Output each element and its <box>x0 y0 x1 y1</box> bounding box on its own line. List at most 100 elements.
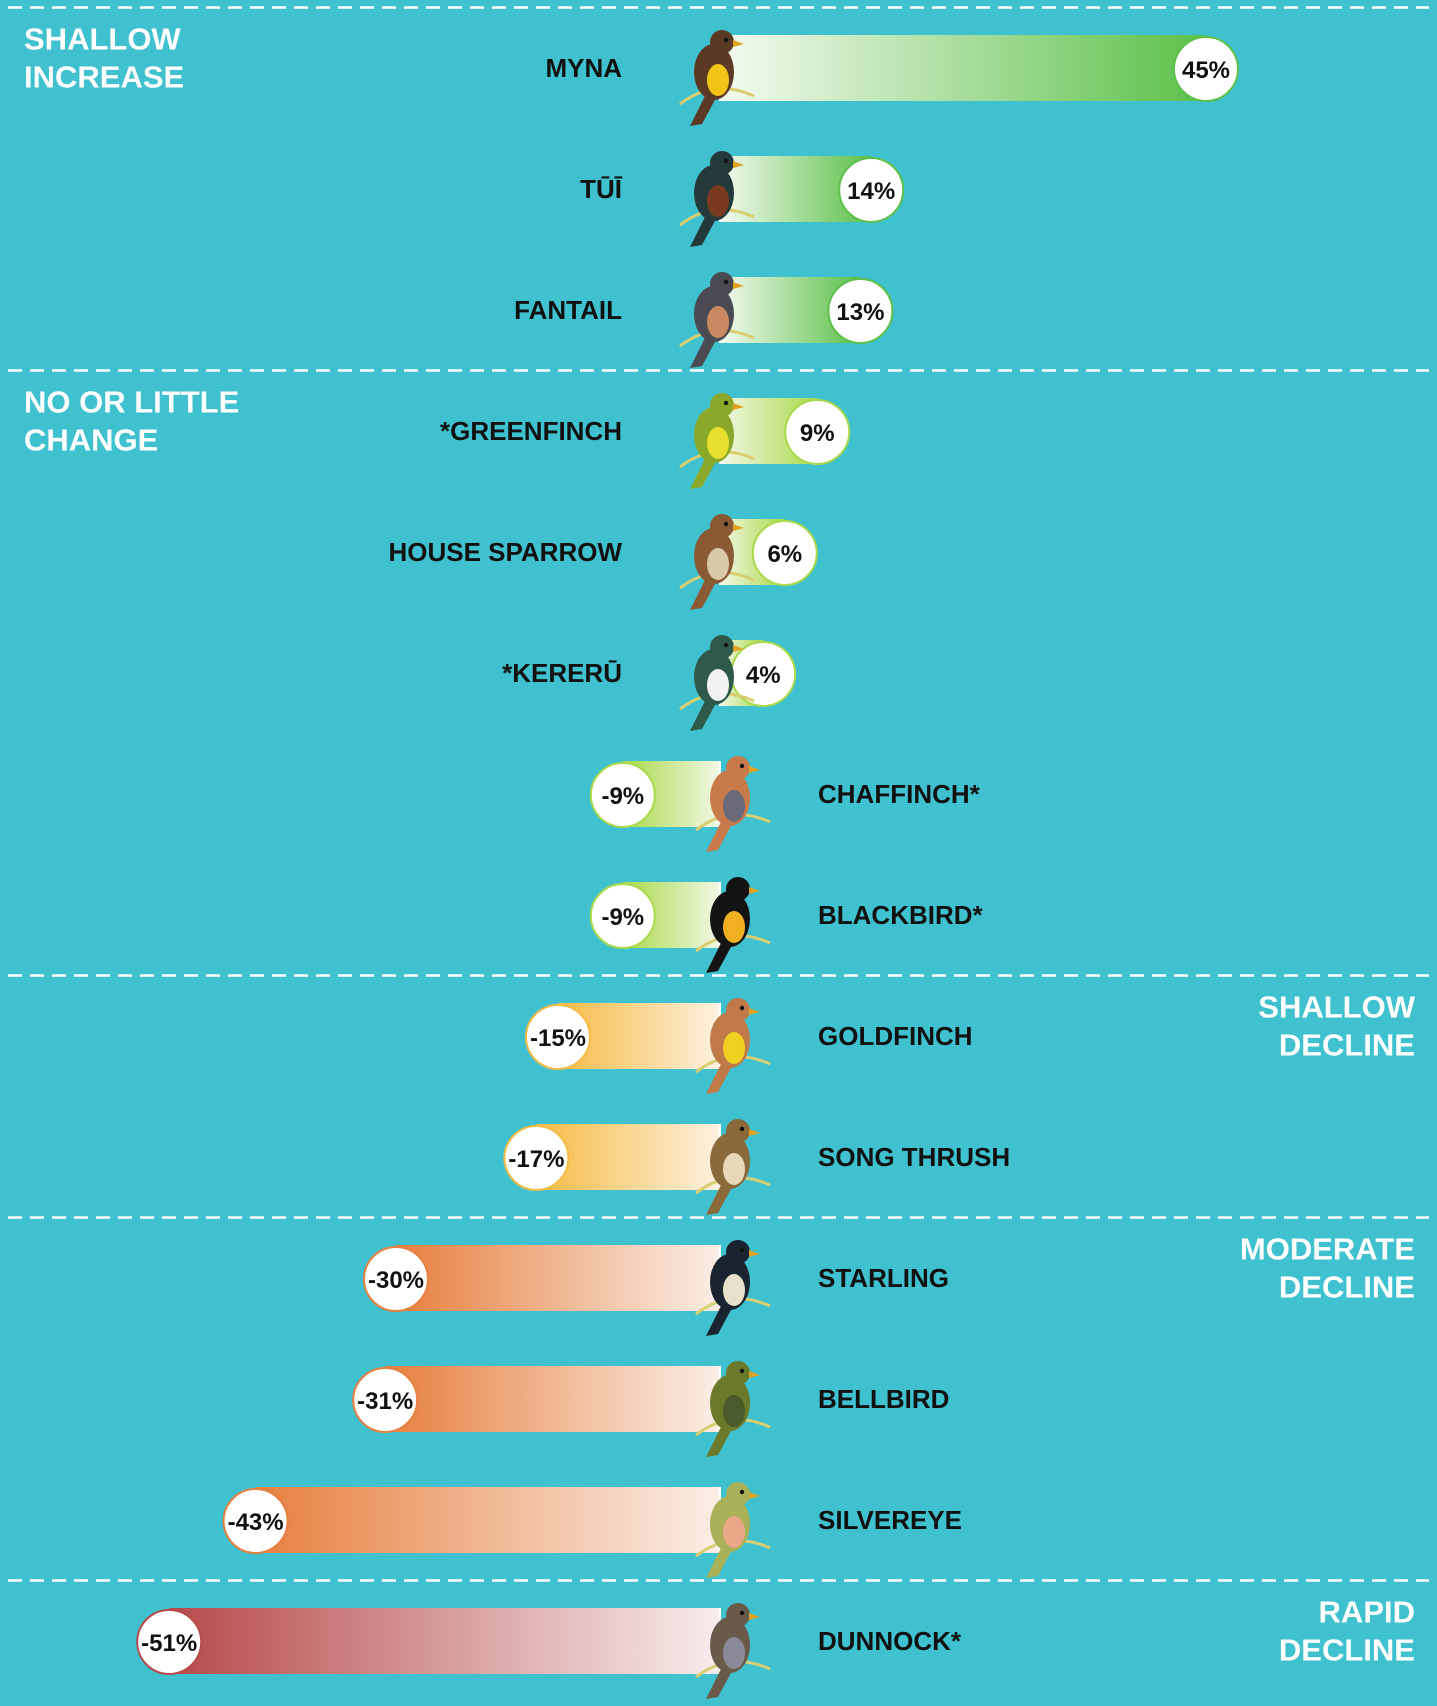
value-circle <box>827 278 894 344</box>
group-label-no-or-little-change: CHANGE <box>24 423 158 458</box>
bird-head-icon <box>710 393 734 417</box>
bird-eye-icon <box>739 884 745 890</box>
bird-icon-kerer <box>679 635 755 731</box>
value-circle <box>589 883 656 949</box>
value-circle <box>222 1488 289 1554</box>
bird-breast-icon <box>707 427 729 459</box>
group-label-moderate-decline: MODERATE <box>1240 1232 1415 1267</box>
bird-breast-icon <box>707 306 729 338</box>
bird-eye-icon <box>723 521 729 527</box>
value-label: 9% <box>800 420 835 447</box>
bird-head-icon <box>726 1240 750 1264</box>
value-label: 14% <box>847 178 895 205</box>
bird-name-label: MYNA <box>545 53 622 83</box>
bar-row-goldfinch: -15% GOLDFINCH <box>525 998 973 1094</box>
group-label-rapid-decline: DECLINE <box>1279 1633 1415 1668</box>
bird-beak-icon <box>733 161 744 168</box>
bird-head-icon <box>726 1119 750 1143</box>
bird-name-label: STARLING <box>818 1263 949 1293</box>
value-circle <box>525 1004 591 1070</box>
bird-tail-icon <box>706 1062 732 1094</box>
bird-name-label: SONG THRUSH <box>818 1142 1010 1172</box>
value-label: 45% <box>1182 57 1230 84</box>
value-label: -43% <box>228 1509 284 1536</box>
bird-beak-icon <box>749 1008 760 1015</box>
bird-breast-icon <box>707 64 729 96</box>
bar-row-t: 14% TŪĪ <box>580 151 905 247</box>
bird-eye-icon <box>723 400 729 406</box>
bar-row-house-sparrow: 6% HOUSE SPARROW <box>388 514 818 610</box>
bird-icon-chaffinch <box>695 756 771 852</box>
value-circle <box>352 1367 419 1433</box>
bird-icon-myna <box>679 30 755 126</box>
bird-beak-icon <box>733 282 744 289</box>
group-label-rapid-decline: RAPID <box>1319 1595 1415 1630</box>
bar-row-greenfinch: 9% *GREENFINCH <box>440 393 851 489</box>
bar-starling <box>396 1245 720 1311</box>
bird-head-icon <box>726 1482 750 1506</box>
bird-icon-silvereye <box>695 1482 771 1578</box>
value-circle <box>751 520 818 586</box>
bird-tail-icon <box>706 1667 732 1699</box>
bird-beak-icon <box>733 524 744 531</box>
bird-beak-icon <box>749 1613 760 1620</box>
bird-icon-goldfinch <box>695 998 771 1094</box>
bird-head-icon <box>726 877 750 901</box>
bird-eye-icon <box>739 1005 745 1011</box>
bar-row-kerer: 4% *KERERŪ <box>502 635 797 731</box>
bird-head-icon <box>710 30 734 54</box>
bird-eye-icon <box>739 1247 745 1253</box>
bar-row-fantail: 13% FANTAIL <box>514 272 894 368</box>
bird-tail-icon <box>706 1425 732 1457</box>
group-label-moderate-decline: DECLINE <box>1279 1270 1415 1305</box>
bird-breast-icon <box>707 548 729 580</box>
bird-name-label: SILVEREYE <box>818 1505 962 1535</box>
value-label: 4% <box>746 662 781 689</box>
bars: 45% MYNA 14% TŪĪ 13% FANTAIL 9% *GREENFINCH 6% HO… <box>136 30 1239 1699</box>
value-label: -31% <box>357 1388 413 1415</box>
bar-row-myna: 45% MYNA <box>545 30 1239 126</box>
bird-beak-icon <box>749 1250 760 1257</box>
bar-row-dunnock: -51% DUNNOCK* <box>136 1603 962 1699</box>
value-label: -9% <box>601 783 644 810</box>
value-circle <box>838 157 905 223</box>
value-label: -15% <box>530 1025 586 1052</box>
bird-head-icon <box>710 635 734 659</box>
bird-name-label: CHAFFINCH* <box>818 779 981 809</box>
bird-head-icon <box>726 1361 750 1385</box>
bar-row-silvereye: -43% SILVEREYE <box>222 1482 962 1578</box>
bird-breast-icon <box>723 1395 745 1427</box>
bird-tail-icon <box>690 94 716 126</box>
value-circle <box>136 1609 203 1675</box>
bird-icon-song-thrush <box>695 1119 771 1215</box>
bird-name-label: *KERERŪ <box>502 658 622 688</box>
bird-eye-icon <box>723 642 729 648</box>
group-separators <box>8 6 1429 1582</box>
bird-breast-icon <box>723 911 745 943</box>
group-label-shallow-decline: SHALLOW <box>1258 990 1415 1025</box>
bird-beak-icon <box>749 1129 760 1136</box>
bird-head-icon <box>710 151 734 175</box>
bird-eye-icon <box>739 763 745 769</box>
value-circle <box>589 762 656 828</box>
bird-eye-icon <box>739 1489 745 1495</box>
bird-icon-fantail <box>679 272 755 368</box>
bird-name-label: GOLDFINCH <box>818 1021 973 1051</box>
bird-tail-icon <box>690 215 716 247</box>
bar-row-starling: -30% STARLING <box>363 1240 949 1336</box>
value-circle <box>1173 36 1239 102</box>
bar-row-blackbird: -9% BLACKBIRD* <box>589 877 984 973</box>
bird-tail-icon <box>690 457 716 489</box>
bird-name-label: TŪĪ <box>580 174 623 204</box>
bird-eye-icon <box>739 1368 745 1374</box>
bar-dunnock <box>169 1608 720 1674</box>
bird-tail-icon <box>690 336 716 368</box>
group-label-shallow-decline: DECLINE <box>1279 1028 1415 1063</box>
bird-icon-greenfinch <box>679 393 755 489</box>
bird-name-label: HOUSE SPARROW <box>388 537 622 567</box>
bird-tail-icon <box>690 578 716 610</box>
bird-icon-bellbird <box>695 1361 771 1457</box>
bird-head-icon <box>726 998 750 1022</box>
